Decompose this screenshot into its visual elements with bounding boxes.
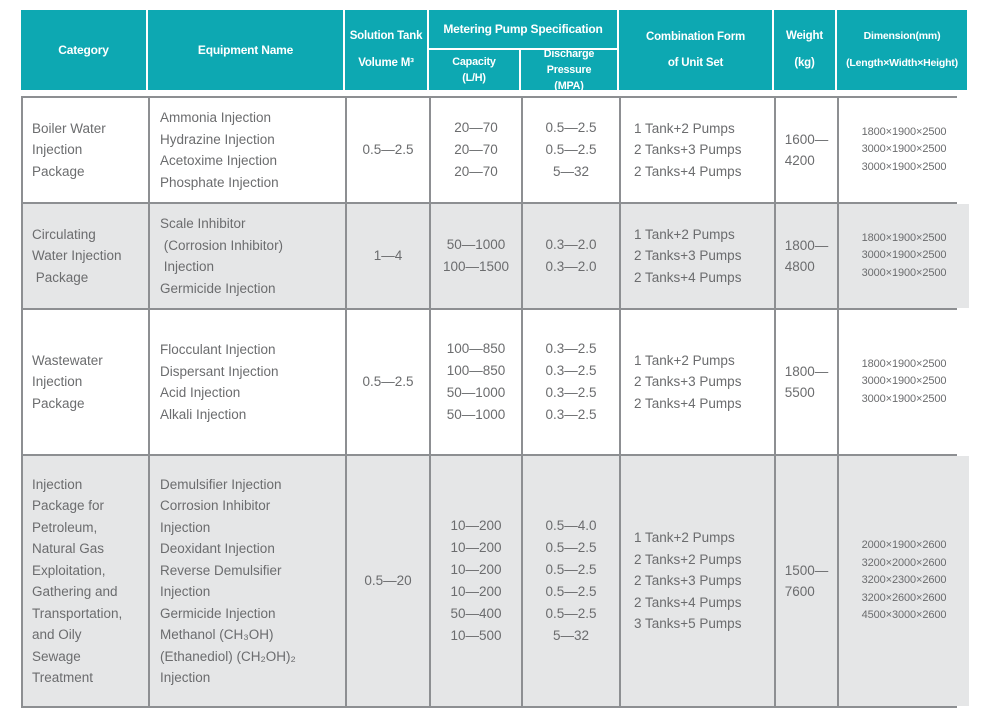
cell-equipment: Scale Inhibitor (Corrosion Inhibitor) In… bbox=[150, 204, 345, 308]
cell-discharge: 0.5—2.5 0.5—2.5 5—32 bbox=[523, 98, 619, 202]
cell-dimension: 1800×1900×2500 3000×1900×2500 3000×1900×… bbox=[839, 98, 969, 202]
cell-equipment: Flocculant Injection Dispersant Injectio… bbox=[150, 310, 345, 454]
cell-dimension: 1800×1900×2500 3000×1900×2500 3000×1900×… bbox=[839, 204, 969, 308]
cell-combination: 1 Tank+2 Pumps 2 Tanks+3 Pumps 2 Tanks+4… bbox=[621, 310, 774, 454]
weight-value: 1500— 7600 bbox=[784, 562, 829, 600]
weight-value: 1800— 5500 bbox=[784, 363, 829, 401]
cell-capacity: 10—200 10—200 10—200 10—200 50—400 10—50… bbox=[431, 456, 521, 706]
cell-discharge: 0.3—2.5 0.3—2.5 0.3—2.5 0.3—2.5 bbox=[523, 310, 619, 454]
header-dimension: Dimension(mm) (Length×Width×Height) bbox=[837, 10, 967, 90]
table-body: Boiler Water Injection Package Ammonia I… bbox=[21, 96, 969, 708]
table-row-boiler-water: Boiler Water Injection Package Ammonia I… bbox=[23, 98, 969, 202]
cell-volume: 0.5—20 bbox=[347, 456, 429, 706]
cell-discharge: 0.3—2.0 0.3—2.0 bbox=[523, 204, 619, 308]
cell-combination: 1 Tank+2 Pumps 2 Tanks+2 Pumps 2 Tanks+3… bbox=[621, 456, 774, 706]
table-row-petroleum: Injection Package for Petroleum, Natural… bbox=[23, 456, 969, 706]
header-capacity: Capacity (L/H) bbox=[429, 50, 519, 90]
cell-volume: 0.5—2.5 bbox=[347, 310, 429, 454]
table-row-wastewater: Wastewater Injection Package Flocculant … bbox=[23, 310, 969, 454]
header-metering-pump-spec: Metering Pump Specification bbox=[429, 10, 617, 48]
cell-category: Boiler Water Injection Package bbox=[23, 98, 148, 202]
cell-equipment: Demulsifier Injection Corrosion Inhibito… bbox=[150, 456, 345, 706]
cell-dimension: 2000×1900×2600 3200×2000×2600 3200×2300×… bbox=[839, 456, 969, 706]
cell-combination: 1 Tank+2 Pumps 2 Tanks+3 Pumps 2 Tanks+4… bbox=[621, 204, 774, 308]
cell-discharge: 0.5—4.0 0.5—2.5 0.5—2.5 0.5—2.5 0.5—2.5 … bbox=[523, 456, 619, 706]
dimension-value: 1800×1900×2500 3000×1900×2500 3000×1900×… bbox=[861, 231, 947, 279]
header-discharge-pressure: Discharge Pressure (MPA) bbox=[521, 48, 617, 92]
cell-category: Wastewater Injection Package bbox=[23, 310, 148, 454]
cell-volume: 1—4 bbox=[347, 204, 429, 308]
cell-capacity: 20—70 20—70 20—70 bbox=[431, 98, 521, 202]
cell-category: Circulating Water Injection Package bbox=[23, 204, 148, 308]
table-header: Category Equipment Name Solution Tank Vo… bbox=[21, 10, 967, 92]
cell-category: Injection Package for Petroleum, Natural… bbox=[23, 456, 148, 706]
cell-dimension: 1800×1900×2500 3000×1900×2500 3000×1900×… bbox=[839, 310, 969, 454]
weight-value: 1600— 4200 bbox=[784, 131, 829, 169]
weight-value: 1800— 4800 bbox=[784, 237, 829, 275]
header-solution-tank-volume: Solution Tank Volume M³ bbox=[345, 10, 427, 90]
cell-capacity: 50—1000 100—1500 bbox=[431, 204, 521, 308]
cell-combination: 1 Tank+2 Pumps 2 Tanks+3 Pumps 2 Tanks+4… bbox=[621, 98, 774, 202]
cell-capacity: 100—850 100—850 50—1000 50—1000 bbox=[431, 310, 521, 454]
header-weight: Weight (kg) bbox=[774, 10, 835, 90]
dimension-value: 1800×1900×2500 3000×1900×2500 3000×1900×… bbox=[861, 357, 947, 405]
cell-weight: 1800— 5500 bbox=[776, 310, 837, 454]
cell-volume: 0.5—2.5 bbox=[347, 98, 429, 202]
header-equipment-name: Equipment Name bbox=[148, 10, 343, 90]
dimension-value: 1800×1900×2500 3000×1900×2500 3000×1900×… bbox=[861, 125, 947, 173]
header-category: Category bbox=[21, 10, 146, 90]
cell-weight: 1600— 4200 bbox=[776, 98, 837, 202]
spec-table: Category Equipment Name Solution Tank Vo… bbox=[21, 10, 969, 708]
cell-equipment: Ammonia Injection Hydrazine Injection Ac… bbox=[150, 98, 345, 202]
header-combination-form: Combination Form of Unit Set bbox=[619, 10, 772, 90]
table-row-circulating-water: Circulating Water Injection Package Scal… bbox=[23, 204, 969, 308]
dimension-value: 2000×1900×2600 3200×2000×2600 3200×2300×… bbox=[861, 539, 947, 622]
cell-weight: 1800— 4800 bbox=[776, 204, 837, 308]
cell-weight: 1500— 7600 bbox=[776, 456, 837, 706]
